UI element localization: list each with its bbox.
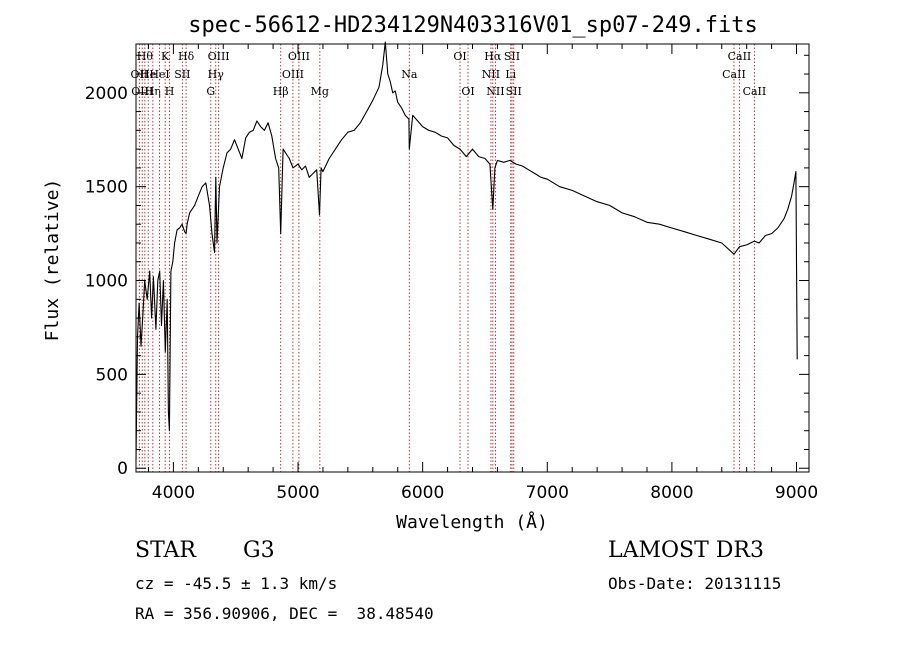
x-tick-label: 5000 [276,483,319,503]
line-marker-label: Mg [311,85,329,98]
object-subclass: G3 [243,538,275,563]
line-marker-label: CaII [722,68,746,81]
line-marker-label: OIII [208,50,230,63]
line-marker-label: SII [504,50,520,63]
line-marker-label: Hδ [178,50,195,63]
y-tick-label: 1000 [85,272,128,292]
plot-frame [135,43,810,473]
line-marker-label: Hη [145,85,161,98]
x-tick-label: 8000 [650,483,693,503]
line-marker-label: OIII [288,50,310,63]
line-marker-label: H [165,85,175,98]
line-marker-label: SII [174,68,190,81]
survey-name: LAMOST DR3 [608,538,764,563]
line-markers: OIIOIIIHθHeHηHeIKHSIIHδGHγOIIIHβOIIIOIII… [131,44,767,472]
line-marker-label: Hα [484,50,502,63]
line-marker-label: OIII [282,68,304,81]
y-axis-label: Flux (relative) [42,179,63,342]
y-tick-label: 500 [96,365,128,385]
chart-title: spec-56612-HD234129N403316V01_sp07-249.f… [188,13,758,38]
y-tick-label: 2000 [85,84,128,104]
line-marker-label: HeI [149,68,169,81]
line-marker-label: Na [401,68,418,81]
redshift-line: cz = -45.5 ± 1.3 km/s [135,574,338,593]
x-tick-label: 6000 [401,483,444,503]
line-marker-label: CaII [743,85,767,98]
line-marker-label: He [140,68,156,81]
axis-ticks: 4000 5000 6000 7000 8000 9000 0 500 1000 1500 2000 [85,44,818,503]
line-marker-label: Li [505,68,516,81]
line-marker-label: G [206,85,215,98]
x-tick-label: 9000 [775,483,818,503]
line-marker-label: Hγ [208,68,225,81]
line-marker-label: K [161,50,170,63]
y-tick-label: 0 [117,459,128,479]
coordinates: RA = 356.90906, DEC = 38.48540 [135,604,434,623]
spectrum-line [135,41,798,461]
line-marker-label: CaII [728,50,752,63]
x-tick-label: 7000 [526,483,569,503]
line-marker-label: Hθ [137,50,154,63]
obs-date: Obs-Date: 20131115 [608,574,782,593]
x-axis-label: Wavelength (Å) [396,511,548,533]
object-class: STAR [135,538,196,563]
line-marker-label: NII [486,85,504,98]
line-marker-label: SII [506,85,522,98]
x-tick-label: 4000 [152,483,195,503]
line-marker-label: OI [453,50,466,63]
line-marker-label: OIII [131,85,153,98]
y-tick-label: 1500 [85,178,128,198]
line-marker-label: Hβ [273,85,289,98]
line-marker-label: NII [482,68,500,81]
line-marker-label: OI [461,85,474,98]
